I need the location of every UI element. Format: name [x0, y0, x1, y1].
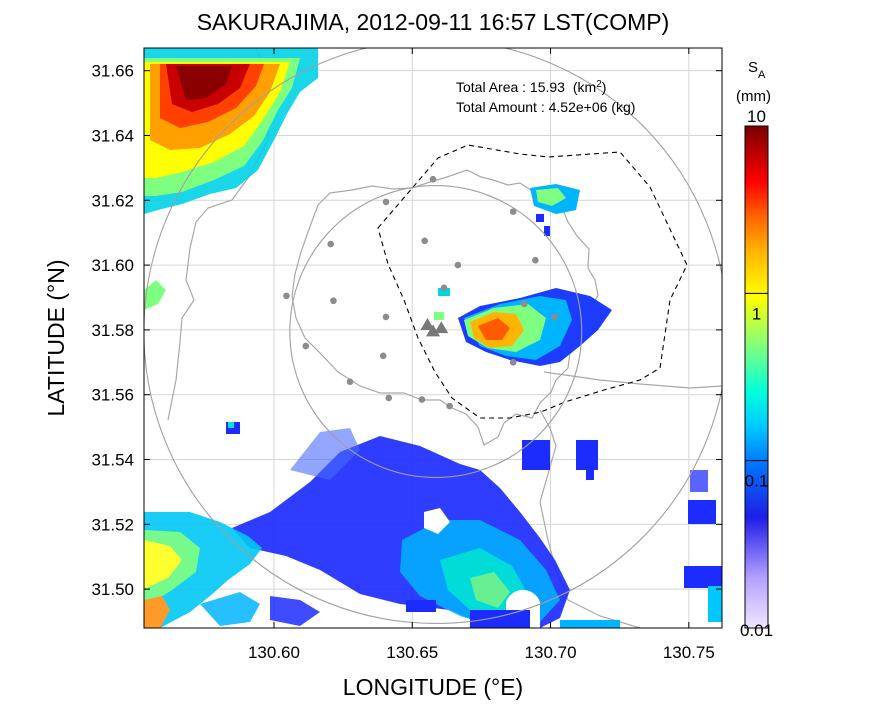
colorbar-symbol: SA	[748, 59, 766, 81]
y-tick-label: 31.64	[91, 126, 134, 145]
y-axis-label: LATITUDE (°N)	[43, 260, 69, 417]
ash-field-crater-east	[458, 288, 612, 366]
map-title: SAKURAJIMA, 2012-09-11 16:57 LST(COMP)	[197, 9, 670, 35]
range-rings	[144, 48, 722, 624]
colorbar-tick-label: 1	[752, 304, 761, 323]
station-dot	[454, 261, 462, 269]
mainland-coast-east	[543, 371, 722, 389]
y-tick-label: 31.54	[91, 451, 134, 470]
range-ring	[144, 48, 722, 624]
station-dot	[283, 292, 290, 300]
station-dot	[520, 300, 528, 308]
total-amount-text: Total Amount : 4.52e+06 (kg)	[456, 99, 635, 115]
y-tick-label: 31.52	[91, 515, 134, 534]
y-tick-label: 31.60	[91, 256, 134, 275]
station-dot	[446, 402, 453, 410]
colorbar-tick-label: 0.01	[740, 621, 773, 640]
x-tick-label: 130.65	[386, 643, 438, 662]
station-dot	[330, 297, 337, 305]
plot-frame	[143, 47, 723, 629]
station-dot	[509, 208, 517, 215]
ash-patches-scattered	[144, 280, 722, 628]
restricted-zone-boundary	[377, 144, 688, 419]
y-tick-label: 31.50	[91, 580, 134, 599]
colorbar-tick-label: 10	[747, 107, 766, 126]
total-area-text: Total Area : 15.93 (km2)	[456, 79, 606, 96]
y-axis-ticks: 31.66 31.64 31.62 31.60 31.58 31.56 31.54 31.52…	[91, 62, 722, 599]
y-tick-label: 31.66	[91, 62, 134, 81]
y-tick-label: 31.62	[91, 191, 134, 210]
station-dot	[418, 396, 426, 403]
vent-marker	[426, 324, 440, 337]
vent-marker	[420, 318, 435, 330]
colorbar-ticks: 10 1 0.1 0.01	[740, 107, 773, 640]
colorbar-tick-label: 0.1	[745, 472, 769, 491]
x-tick-label: 130.60	[248, 643, 300, 662]
station-dot	[532, 256, 539, 264]
station-dot	[327, 240, 334, 248]
station-dot	[379, 352, 387, 360]
x-axis-label: LONGITUDE (°E)	[343, 674, 523, 700]
colorbar	[744, 125, 769, 629]
ash-field-south	[232, 428, 570, 628]
station-dot	[385, 394, 393, 402]
ash-field-northeast	[530, 184, 580, 236]
colorbar-unit: (mm)	[736, 88, 771, 105]
station-dot	[421, 237, 429, 245]
station-dot	[382, 313, 390, 321]
x-tick-label: 130.70	[525, 643, 577, 662]
station-dot	[382, 198, 390, 206]
vent-marker	[434, 321, 449, 334]
station-dot	[302, 342, 310, 350]
station-dot	[440, 284, 448, 292]
range-ring	[289, 185, 583, 479]
ash-field-northwest	[144, 48, 318, 214]
station-dot	[509, 359, 517, 366]
y-tick-label: 31.56	[91, 386, 134, 405]
y-tick-label: 31.58	[91, 321, 134, 340]
station-dot	[429, 175, 437, 183]
observation-stations	[283, 175, 558, 410]
x-tick-label: 130.75	[663, 643, 715, 662]
mainland-coast-south	[539, 409, 641, 628]
station-dot	[346, 378, 354, 386]
station-dot	[551, 313, 558, 321]
crater-vents	[420, 318, 449, 337]
x-axis-ticks: 130.60 130.65 130.70 130.75	[248, 48, 715, 662]
